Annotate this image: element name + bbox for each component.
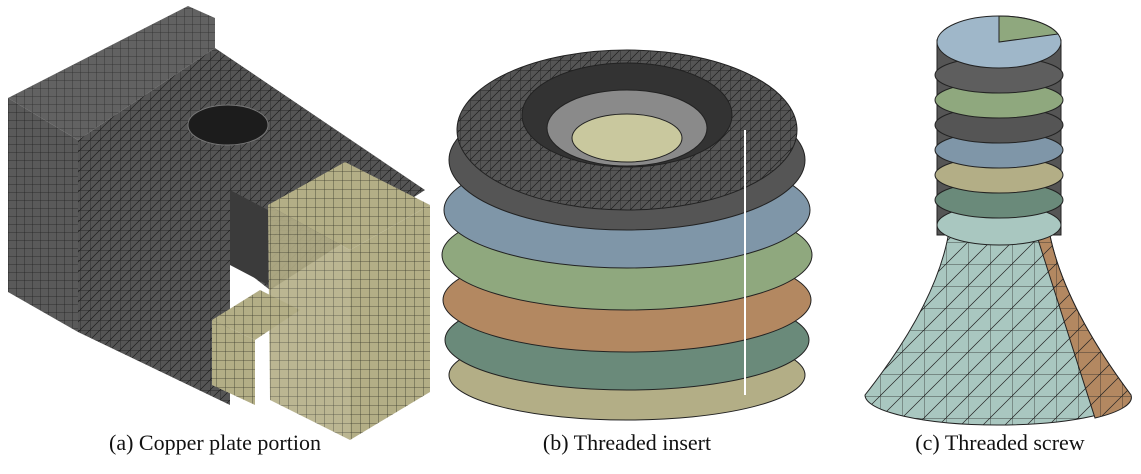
- caption: (a) Copper plate portion: [109, 430, 321, 455]
- threaded-screw-mesh: [865, 16, 1131, 425]
- figure: (a) Copper plate portion (b) Threaded in…: [0, 0, 1141, 474]
- threaded-insert-mesh: [442, 50, 812, 420]
- copper-plate-mesh: [8, 6, 430, 440]
- caption: (b) Threaded insert: [543, 430, 711, 455]
- caption: (c) Threaded screw: [915, 430, 1084, 455]
